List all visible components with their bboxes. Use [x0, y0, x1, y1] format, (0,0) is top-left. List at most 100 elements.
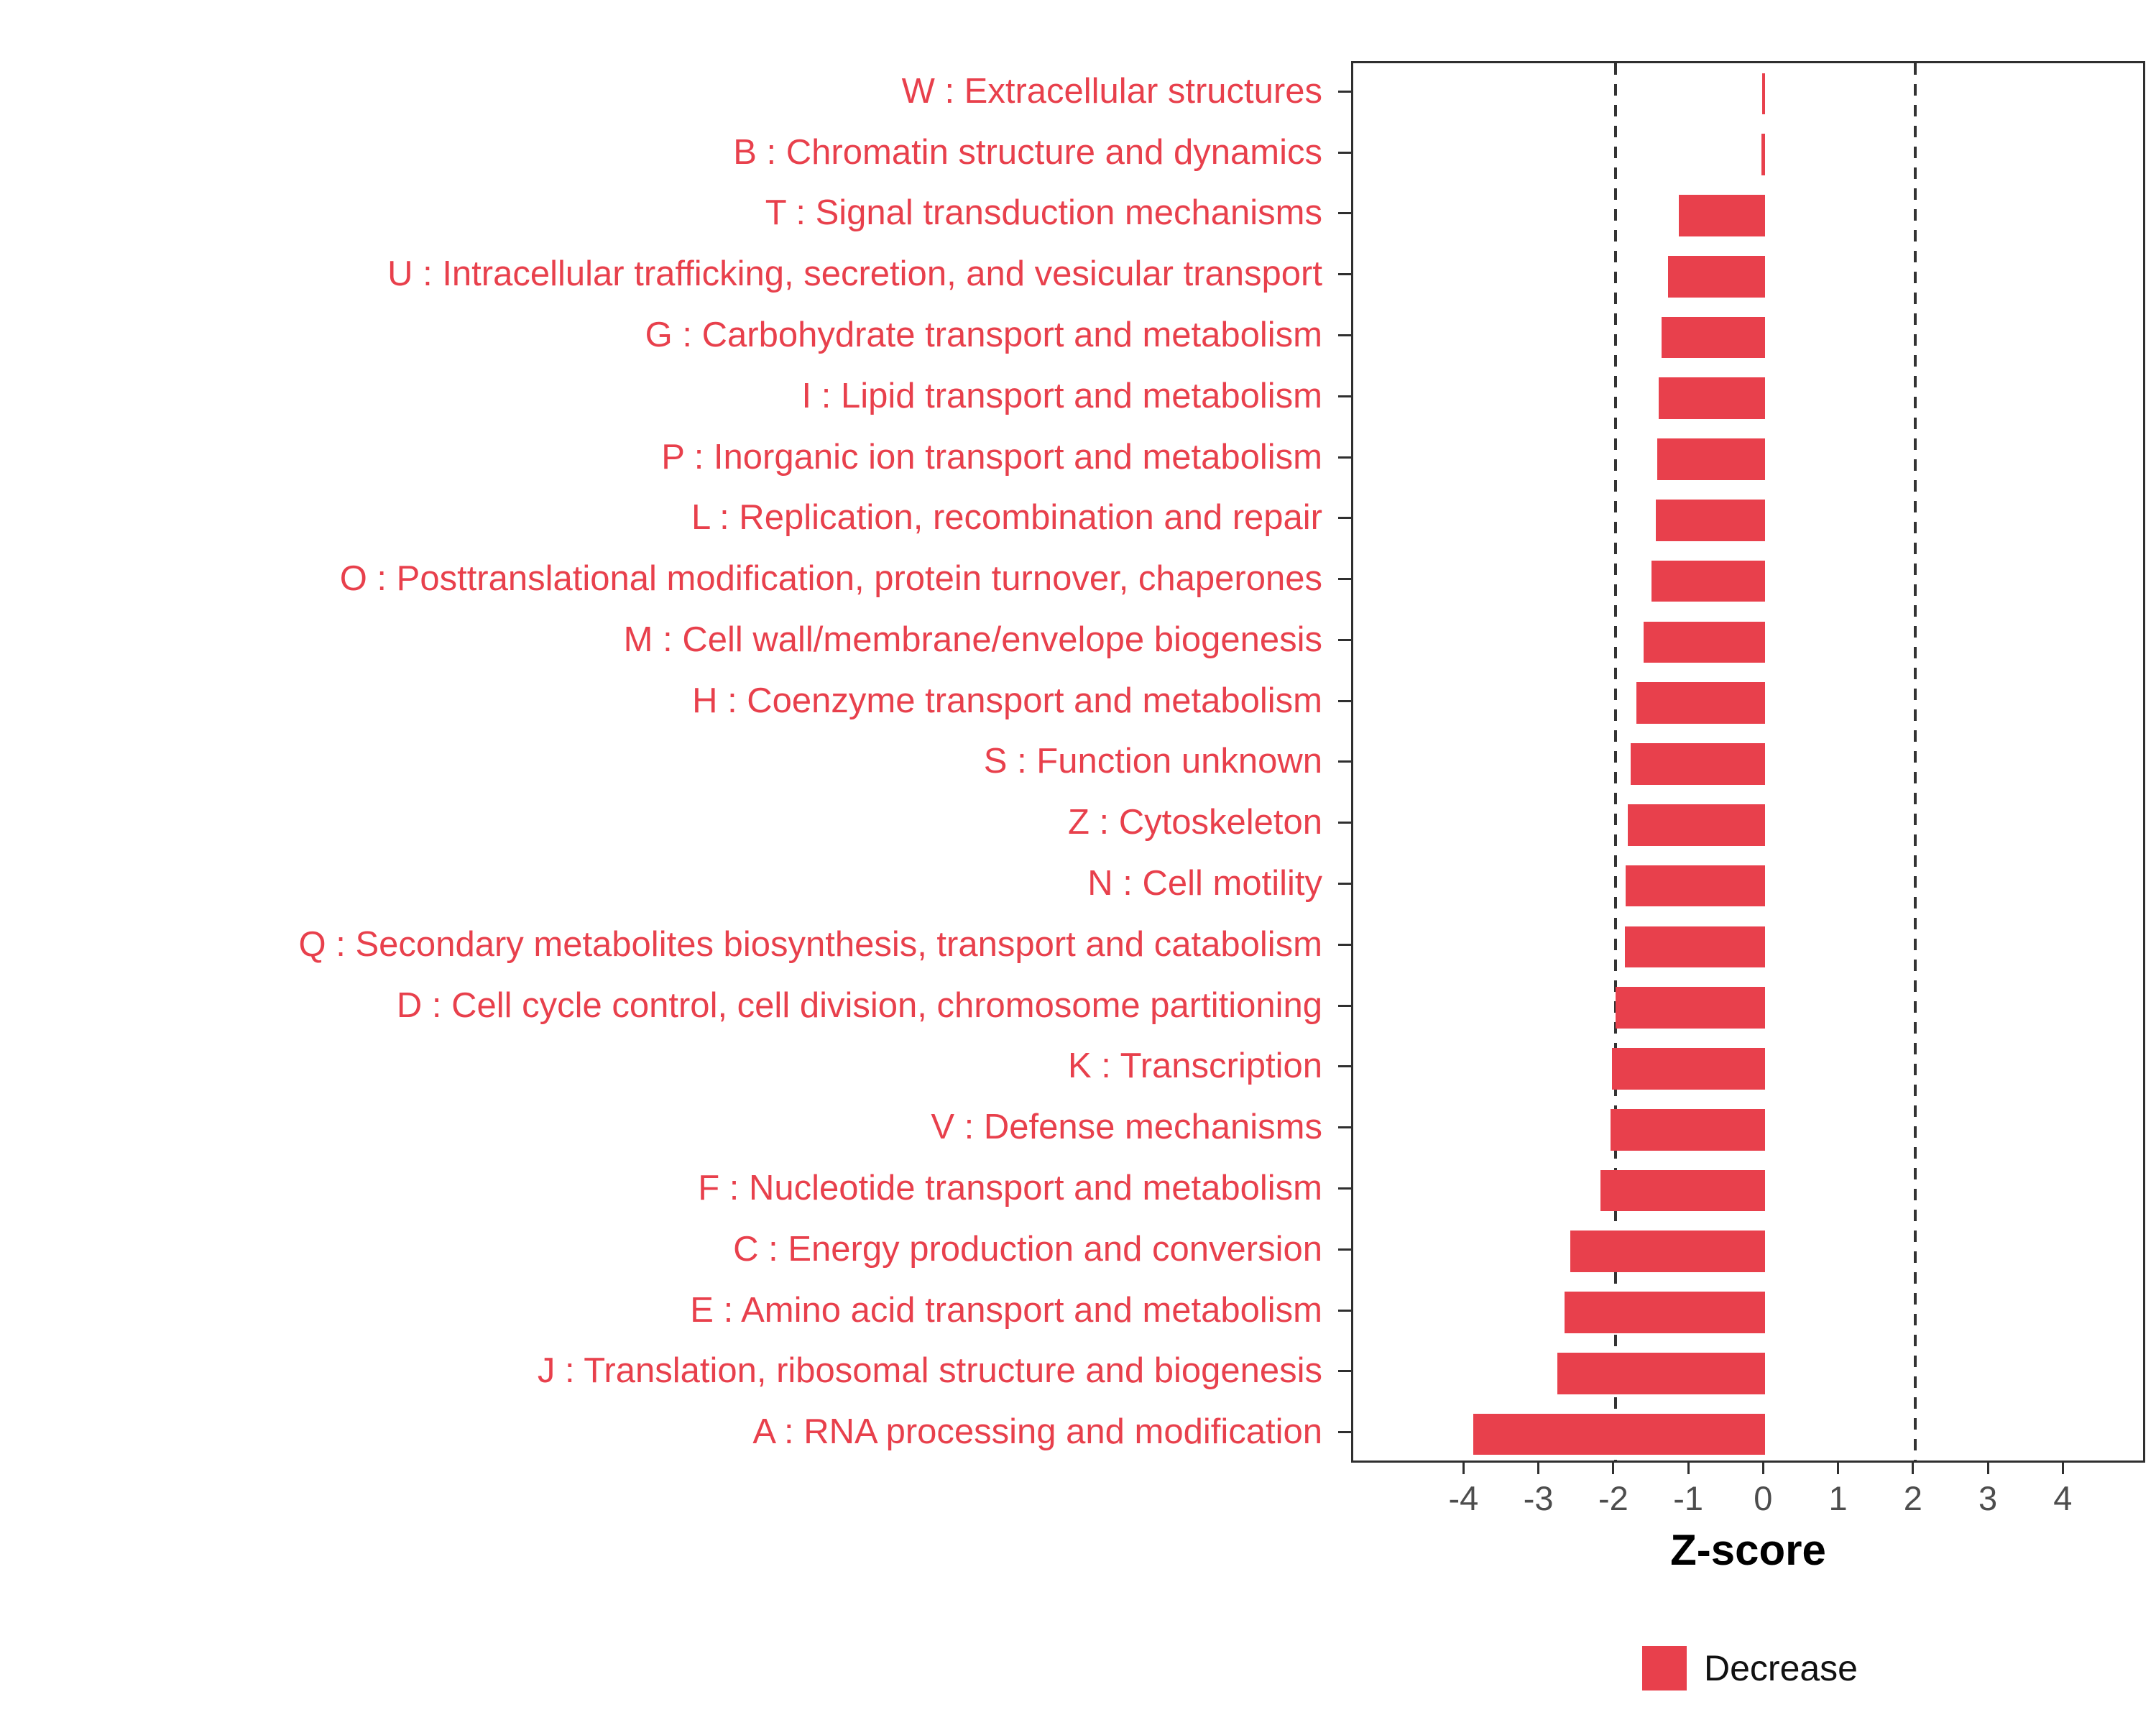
y-tick — [1334, 548, 1351, 610]
x-tick-mark — [2061, 1463, 2064, 1474]
bar — [1679, 195, 1766, 236]
y-tick-mark — [1338, 1004, 1351, 1007]
y-tick — [1334, 610, 1351, 671]
y-axis-label: J : Translation, ribosomal structure and… — [537, 1351, 1322, 1391]
bar — [1651, 560, 1766, 602]
legend-swatch-decrease — [1642, 1646, 1687, 1690]
x-tick-label: 4 — [2053, 1479, 2073, 1517]
y-tick — [1334, 1097, 1351, 1158]
y-axis-label: P : Inorganic ion transport and metaboli… — [661, 437, 1322, 477]
y-tick — [1334, 122, 1351, 183]
x-axis: -4 -3 -2 -1 0 1 2 3 4 — [1351, 1463, 2145, 1556]
x-tick-mark — [1837, 1463, 1840, 1474]
y-axis-label: N : Cell motility — [1087, 864, 1322, 903]
y-axis-label: K : Transcription — [1067, 1046, 1322, 1086]
bar — [1662, 316, 1766, 359]
legend-label: Decrease — [1704, 1648, 1858, 1688]
x-tick-label: 3 — [1978, 1479, 1998, 1517]
y-tick-mark — [1338, 517, 1351, 520]
y-axis-label: U : Intracellular trafficking, secretion… — [387, 254, 1322, 294]
bar — [1610, 1108, 1766, 1151]
bar — [1659, 377, 1766, 420]
bar — [1627, 804, 1766, 846]
legend: Decrease — [1642, 1646, 1858, 1690]
reference-line — [1913, 63, 1917, 1460]
y-tick-mark — [1338, 578, 1351, 581]
bar — [1657, 438, 1766, 480]
y-tick — [1334, 305, 1351, 366]
bar — [1636, 682, 1766, 724]
y-tick-mark — [1338, 1309, 1351, 1312]
y-axis-label: D : Cell cycle control, cell division, c… — [396, 985, 1322, 1025]
y-axis-label: M : Cell wall/membrane/envelope biogenes… — [623, 620, 1322, 659]
x-tick-mark — [1912, 1463, 1915, 1474]
y-tick-mark — [1338, 1248, 1351, 1251]
y-tick — [1334, 1036, 1351, 1098]
y-tick — [1334, 487, 1351, 548]
y-axis-label: C : Energy production and conversion — [733, 1229, 1322, 1269]
bar — [1473, 1413, 1766, 1455]
bar — [1557, 1353, 1766, 1394]
x-tick-label: -2 — [1598, 1479, 1628, 1517]
x-tick-label: 1 — [1828, 1479, 1848, 1517]
y-tick — [1334, 732, 1351, 793]
bar — [1644, 621, 1766, 663]
y-tick — [1334, 975, 1351, 1036]
x-tick-mark — [1462, 1463, 1465, 1474]
bar — [1570, 1230, 1766, 1273]
x-tick-label: -3 — [1523, 1479, 1554, 1517]
y-tick-mark — [1338, 334, 1351, 337]
bar — [1626, 865, 1766, 907]
y-tick-mark — [1338, 1126, 1351, 1129]
y-axis-label: A : RNA processing and modification — [752, 1412, 1322, 1452]
y-tick-mark — [1338, 943, 1351, 946]
y-tick — [1334, 1402, 1351, 1463]
y-tick — [1334, 1280, 1351, 1341]
x-tick-mark — [1537, 1463, 1540, 1474]
bar — [1625, 926, 1766, 968]
y-tick-mark — [1338, 212, 1351, 215]
y-axis-label: F : Nucleotide transport and metabolism — [698, 1168, 1322, 1208]
y-tick — [1334, 1340, 1351, 1402]
x-tick-label: 2 — [1903, 1479, 1922, 1517]
y-tick-mark — [1338, 395, 1351, 397]
y-tick-mark — [1338, 1065, 1351, 1068]
y-tick — [1334, 853, 1351, 914]
y-axis-label: G : Carbohydrate transport and metabolis… — [645, 316, 1322, 355]
bar — [1762, 73, 1766, 115]
y-tick-mark — [1338, 456, 1351, 459]
x-tick-mark — [1687, 1463, 1690, 1474]
x-axis-title: Z-score — [1670, 1526, 1826, 1574]
y-axis-labels: W : Extracellular structures B : Chromati… — [0, 61, 1322, 1463]
y-tick — [1334, 1219, 1351, 1280]
y-axis-label: L : Replication, recombination and repai… — [691, 498, 1322, 538]
y-tick — [1334, 792, 1351, 853]
plot-panel — [1351, 61, 2145, 1463]
y-tick-mark — [1338, 760, 1351, 763]
bar — [1564, 1292, 1766, 1333]
plot-area — [1353, 63, 2143, 1460]
bar — [1611, 1048, 1766, 1090]
y-axis-label: E : Amino acid transport and metabolism — [690, 1290, 1322, 1330]
y-tick-mark — [1338, 273, 1351, 276]
y-tick-mark — [1338, 1187, 1351, 1190]
bar — [1667, 255, 1766, 298]
bar — [1761, 134, 1766, 175]
y-tick — [1334, 914, 1351, 975]
y-tick — [1334, 1158, 1351, 1219]
reference-line — [1613, 63, 1617, 1460]
y-tick — [1334, 183, 1351, 244]
y-axis-label: O : Posttranslational modification, prot… — [339, 559, 1322, 599]
x-tick-mark — [1612, 1463, 1615, 1474]
y-tick-mark — [1338, 90, 1351, 93]
y-tick — [1334, 244, 1351, 305]
y-tick-mark — [1338, 1431, 1351, 1434]
x-tick-label: -4 — [1448, 1479, 1479, 1517]
y-axis-label: W : Extracellular structures — [901, 71, 1322, 111]
y-axis-label: Z : Cytoskeleton — [1067, 803, 1322, 842]
x-tick-mark — [1986, 1463, 1989, 1474]
y-tick — [1334, 671, 1351, 732]
y-tick-mark — [1338, 699, 1351, 702]
x-tick-mark — [1761, 1463, 1764, 1474]
